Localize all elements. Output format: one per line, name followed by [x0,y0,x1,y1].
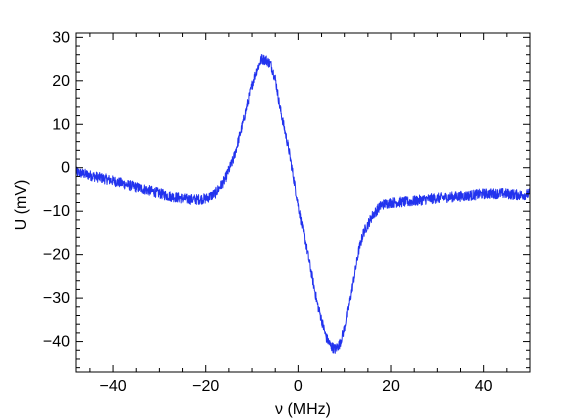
x-tick-label: 40 [475,378,493,395]
y-tick-label: −20 [43,247,70,264]
series-layer [75,54,531,354]
y-tick-label: 30 [52,29,70,46]
x-axis: −40 −20 0 20 40 [89,33,531,395]
y-tick-label: 20 [52,73,70,90]
y-axis-label: U (mV) [13,180,30,231]
x-tick-label: 0 [294,378,303,395]
x-axis-label: ν (MHz) [275,401,331,418]
y-tick-label: 10 [52,116,70,133]
y-axis: 30 20 10 0 −10 −20 −30 −40 [43,29,530,369]
y-tick-label: −30 [43,290,70,307]
x-tick-label: −40 [99,378,126,395]
y-tick-label: −10 [43,203,70,220]
series-line-0 [75,54,531,354]
x-tick-label: 20 [382,378,400,395]
y-tick-label: −40 [43,334,70,351]
x-tick-label: −20 [192,378,219,395]
y-tick-label: 0 [61,160,70,177]
